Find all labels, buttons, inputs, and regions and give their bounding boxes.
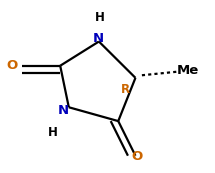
Text: O: O — [6, 59, 17, 72]
Text: Me: Me — [177, 64, 199, 77]
Text: H: H — [48, 126, 58, 139]
Text: N: N — [58, 104, 69, 117]
Text: H: H — [95, 11, 105, 24]
Text: R: R — [121, 83, 130, 96]
Text: N: N — [92, 31, 103, 45]
Text: O: O — [131, 150, 142, 163]
